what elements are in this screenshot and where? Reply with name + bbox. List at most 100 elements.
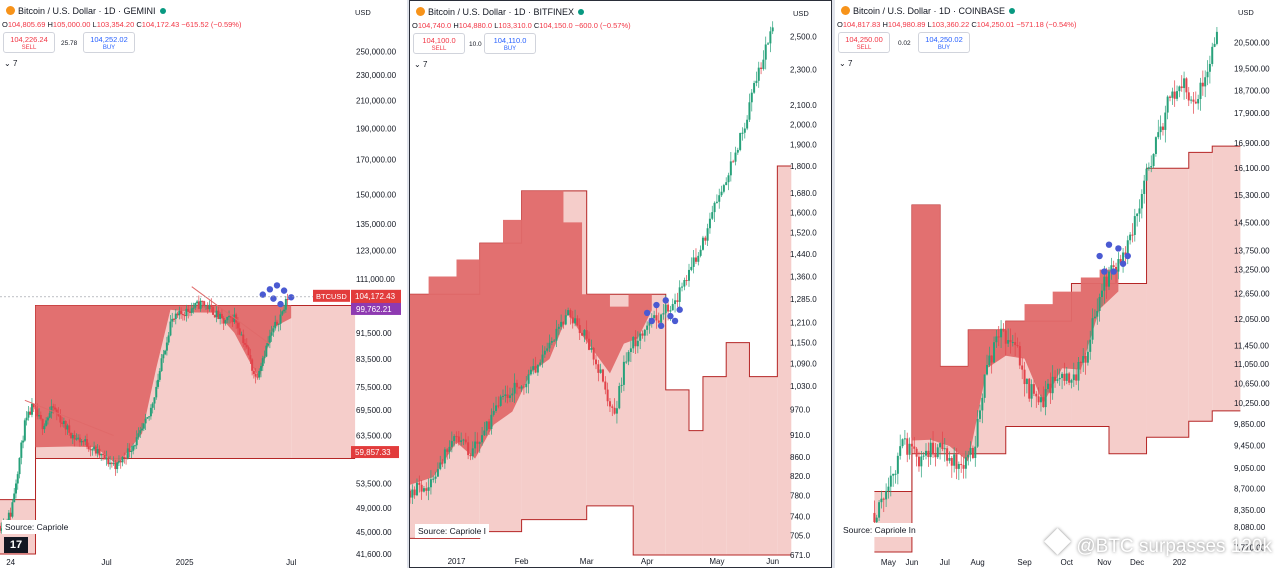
candle-body — [66, 425, 69, 430]
candle-body — [894, 473, 897, 475]
y-tick-label: 1,360.0 — [790, 272, 817, 281]
candle-body — [137, 433, 140, 438]
candle-body — [553, 340, 556, 342]
y-tick-label: 2,000.0 — [790, 120, 817, 129]
ohlc-change: −615.52 (−0.59%) — [181, 20, 242, 29]
candle-body — [117, 461, 120, 463]
sell-button[interactable]: 104,250.00 SELL — [838, 32, 890, 53]
candle-body — [1164, 112, 1167, 130]
candle-body — [275, 321, 278, 325]
candle-body — [899, 446, 902, 456]
candle-body — [1054, 376, 1057, 381]
candle-body — [981, 397, 984, 411]
candle-body — [420, 484, 423, 492]
light-zone-step — [874, 491, 912, 552]
candle-body — [112, 463, 115, 465]
candle-body — [922, 455, 925, 457]
candle-body — [1194, 101, 1197, 104]
candle-body — [217, 310, 220, 319]
candle-body — [1000, 328, 1003, 338]
candle-body — [1112, 265, 1115, 267]
signal-dot — [667, 312, 674, 320]
candle-body — [116, 462, 119, 470]
signal-dot — [653, 301, 660, 309]
candle-body — [41, 418, 44, 430]
bitcoin-icon — [841, 6, 850, 15]
candle-body — [571, 317, 574, 324]
candle-body — [432, 478, 435, 480]
candle-body — [1035, 393, 1038, 397]
sell-button[interactable]: 104,226.24 SELL — [3, 32, 55, 53]
candle-body — [185, 308, 188, 317]
dark-zone — [35, 305, 292, 466]
candle-body — [206, 305, 209, 310]
pane-divider[interactable] — [407, 0, 409, 568]
candle-body — [50, 406, 53, 414]
candle-body — [1018, 346, 1021, 366]
buy-button[interactable]: 104,252.02 BUY — [83, 32, 135, 53]
buy-button[interactable]: 104,250.02 BUY — [918, 32, 970, 53]
candle-body — [27, 411, 30, 418]
candle-body — [734, 152, 737, 162]
candle-body — [212, 306, 215, 315]
candle-body — [14, 483, 17, 494]
buy-button[interactable]: 104,110.0 BUY — [484, 33, 536, 54]
candle-body — [1072, 374, 1075, 381]
price-chart-gemini[interactable]: 250,000.00 230,000.00 210,000.00 190,000.00… — [0, 0, 407, 568]
indicator-toggle[interactable]: ⌄ 7 — [4, 59, 17, 68]
candle-body — [34, 407, 37, 410]
candle-body — [1039, 397, 1042, 403]
candle-body — [1117, 259, 1120, 272]
candle-body — [201, 300, 204, 302]
signal-dot — [266, 286, 274, 293]
x-tick-label: Dec — [1130, 558, 1144, 567]
candle-body — [1169, 96, 1171, 98]
y-tick-label: 8,080.00 — [1234, 523, 1266, 532]
candle-body — [38, 415, 41, 417]
y-tick-label: 8,350.00 — [1234, 506, 1266, 515]
chart-pane-coinbase[interactable]: 20,500.00 19,500.00 18,700.00 17,900.00 16,9… — [835, 0, 1280, 568]
candle-body — [548, 342, 551, 349]
candle-body — [901, 439, 904, 447]
dark-zone — [410, 190, 652, 485]
signal-dot — [676, 306, 683, 313]
price-chart-bitfinex[interactable]: 2,500.0 2,300.0 2,100.0 2,000.0 1,900.0 1,800… — [410, 1, 831, 567]
candle-body — [583, 330, 586, 336]
sell-button[interactable]: 104,100.0 SELL — [413, 33, 465, 54]
ohlc-l-label: L — [494, 21, 499, 30]
chart-pane-gemini[interactable]: 250,000.00 230,000.00 210,000.00 190,000.00… — [0, 0, 407, 568]
candle-body — [927, 450, 930, 458]
pane-divider[interactable] — [832, 0, 835, 568]
candle-body — [171, 318, 174, 322]
indicator-toggle[interactable]: ⌄ 7 — [839, 59, 852, 68]
candle-body — [462, 439, 465, 441]
candle-body — [101, 453, 104, 455]
candle-body — [939, 443, 942, 448]
y-tick-label: 1,680.0 — [790, 189, 817, 198]
candle-body — [671, 304, 674, 311]
signal-dot — [277, 300, 284, 308]
candle-body — [903, 438, 906, 440]
price-chart-coinbase[interactable]: 20,500.00 19,500.00 18,700.00 17,900.00 16,9… — [835, 0, 1280, 568]
candle-body — [541, 354, 544, 363]
candle-body — [251, 359, 254, 371]
candle-body — [504, 394, 507, 396]
candle-body — [121, 457, 124, 463]
candle-body — [204, 305, 207, 307]
signal-dot — [270, 295, 277, 302]
candle-body — [604, 381, 607, 390]
candle-body — [284, 299, 287, 310]
indicator-toggle[interactable]: ⌄ 7 — [414, 60, 427, 69]
candle-body — [706, 228, 709, 241]
y-tick-label: 1,030.0 — [790, 382, 817, 391]
candle-body — [1140, 193, 1143, 209]
buy-label: BUY — [937, 45, 951, 51]
candle-body — [203, 301, 206, 306]
candle-body — [36, 409, 39, 417]
candle-body — [283, 309, 286, 312]
y-tick-label: 2,500.0 — [790, 32, 817, 41]
candle-body — [446, 449, 449, 452]
chart-pane-bitfinex[interactable]: 2,500.0 2,300.0 2,100.0 2,000.0 1,900.0 1,800… — [409, 0, 832, 568]
candle-body — [564, 315, 567, 325]
candle-body — [252, 370, 255, 375]
